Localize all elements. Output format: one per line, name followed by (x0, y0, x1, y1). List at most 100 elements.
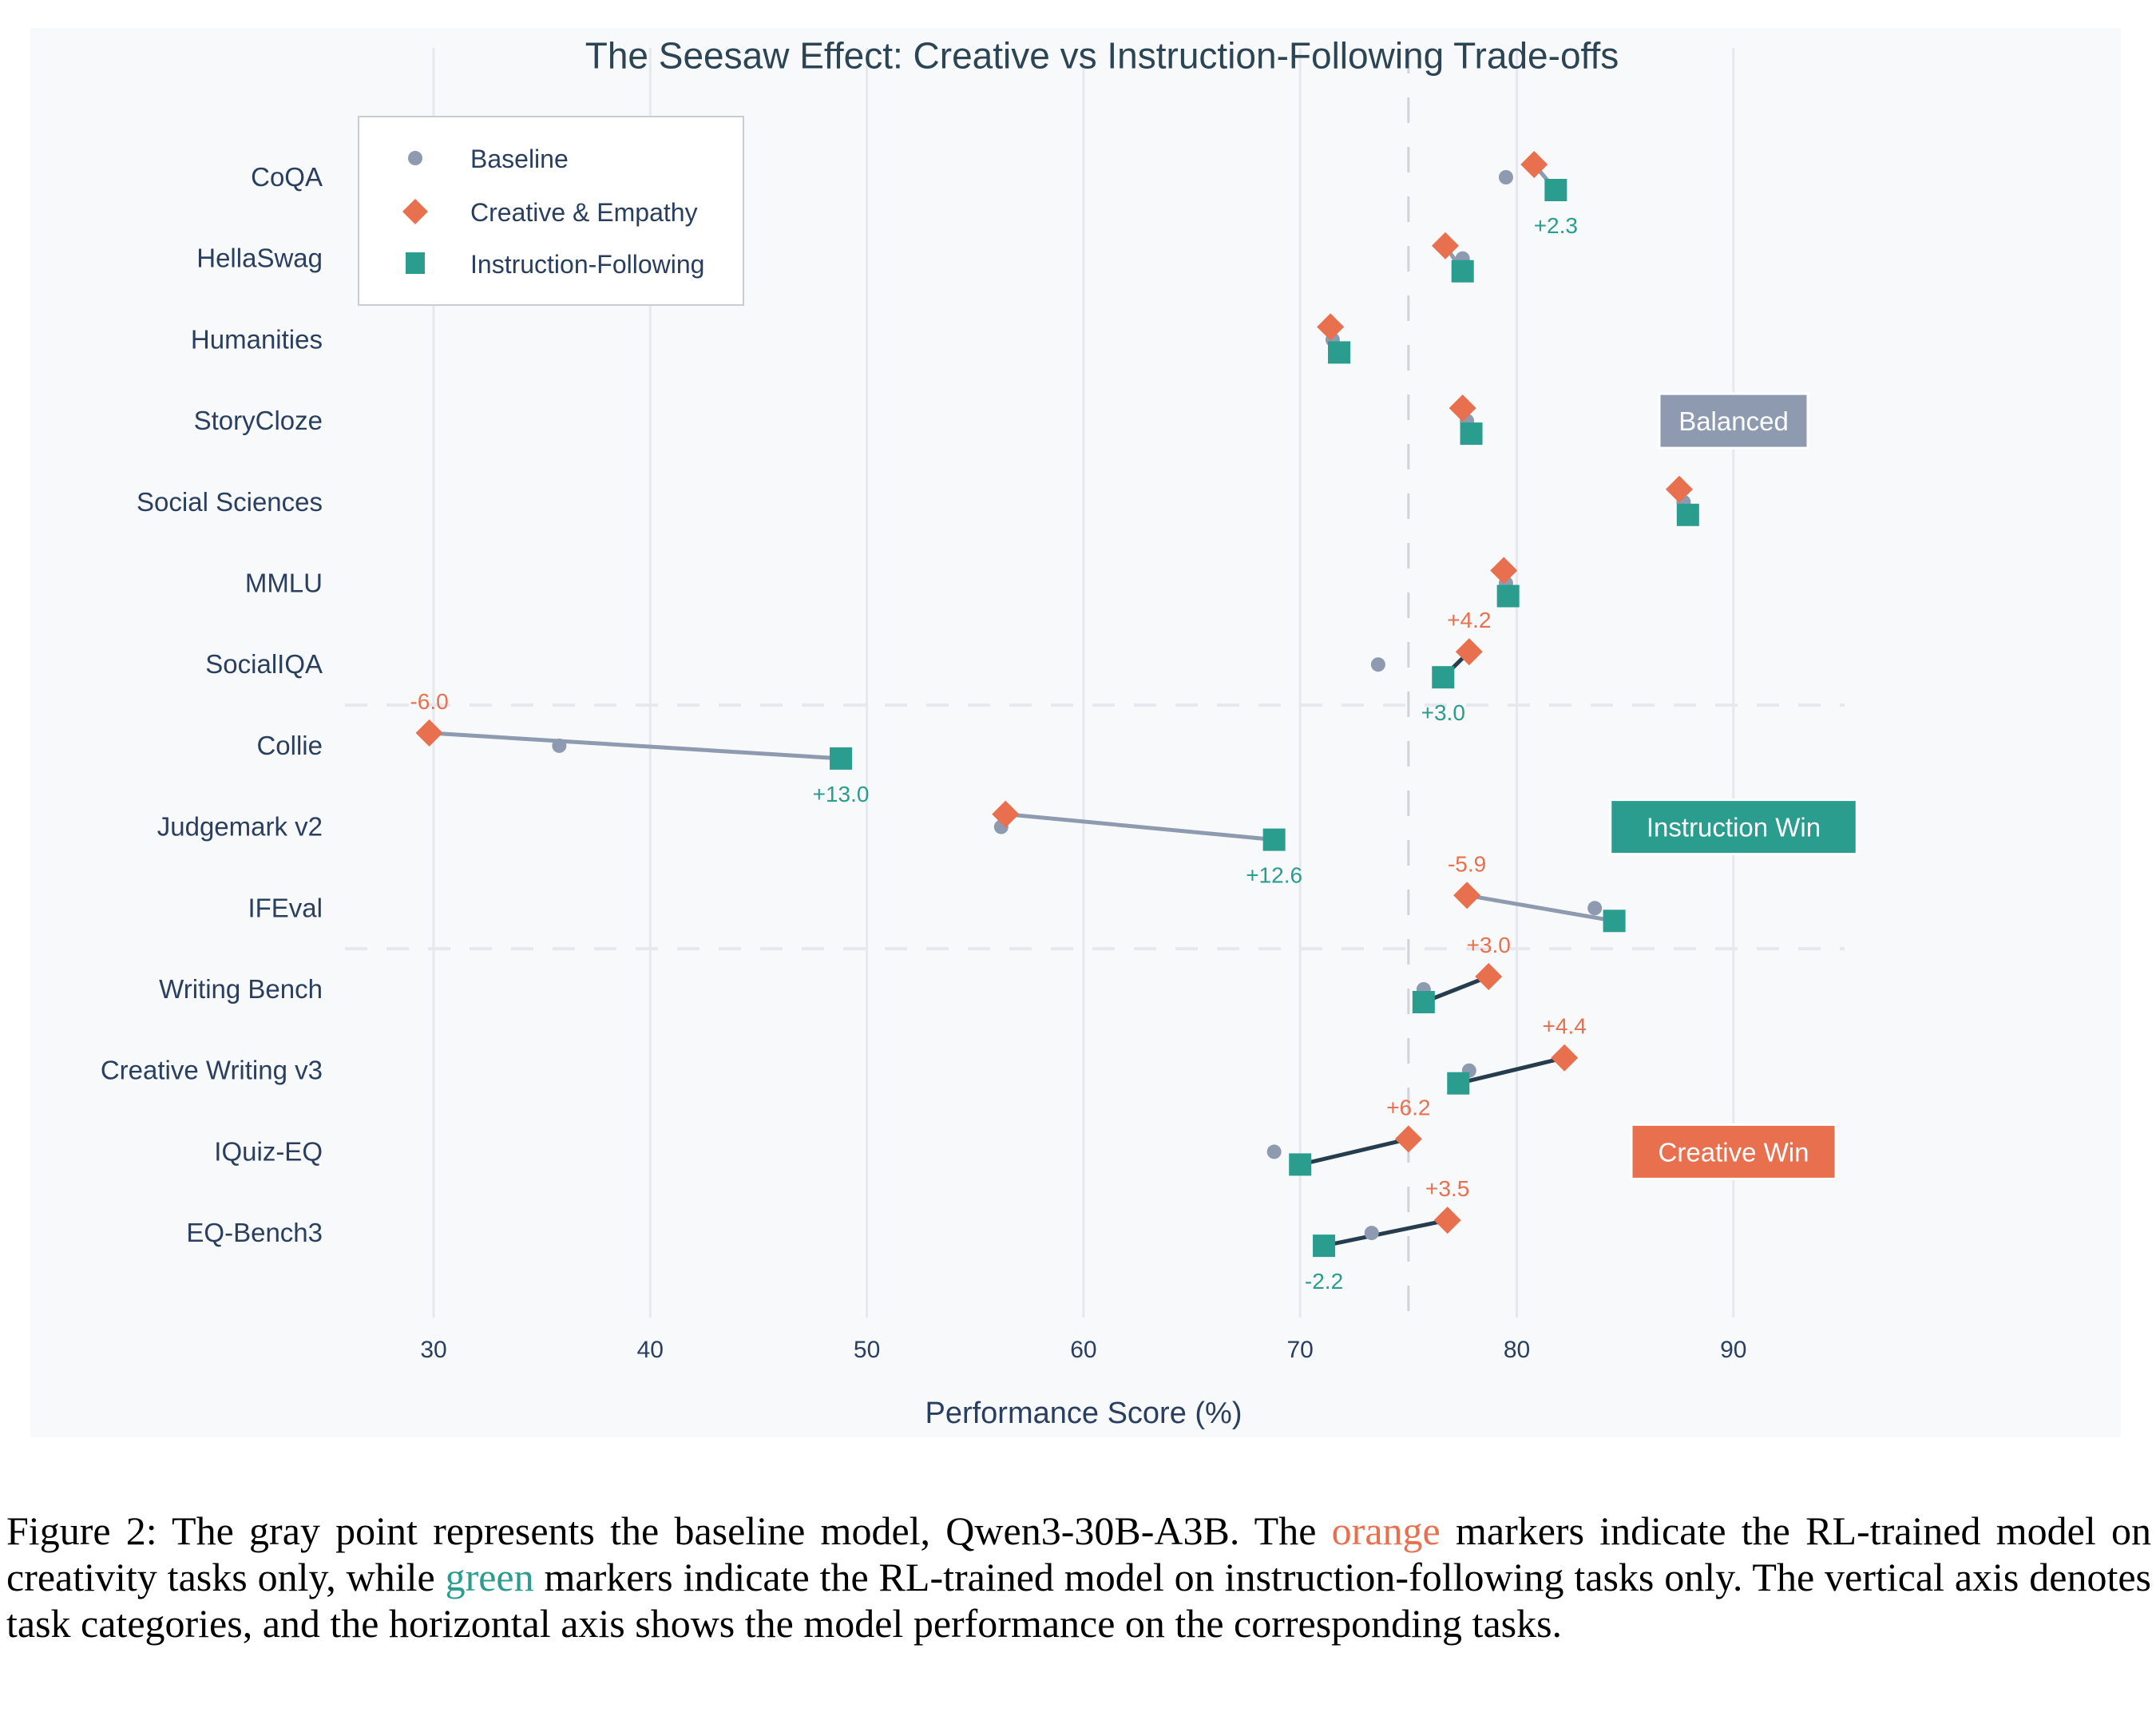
creative-point[interactable] (1317, 313, 1345, 341)
instruction-point[interactable] (1412, 991, 1435, 1013)
y-tick-label: Writing Bench (159, 974, 323, 1004)
x-tick-label: 50 (854, 1337, 880, 1363)
caption-green-word: green (445, 1555, 534, 1599)
connector-line (1299, 1136, 1409, 1167)
delta-annotation: +3.0 (1421, 700, 1465, 725)
caption-prefix: Figure 2: The gray point represents the … (6, 1508, 1332, 1553)
delta-annotation: +12.6 (1246, 863, 1302, 888)
baseline-point[interactable] (1266, 1144, 1282, 1159)
legend-instruction-label[interactable]: Instruction-Following (470, 250, 704, 279)
group-label-text: Creative Win (1659, 1137, 1809, 1167)
connector-line (1323, 1218, 1449, 1248)
delta-annotation: +4.4 (1543, 1014, 1587, 1039)
y-tick-label: Humanities (191, 324, 323, 354)
y-tick-label: Collie (256, 731, 323, 760)
group-label-box (1609, 799, 1858, 856)
instruction-point[interactable] (1447, 1072, 1470, 1095)
seesaw-chart: +2.3 +4.2 +3.0 -6.0 +13.0 +12.6 -5.9 +3.0 +4.4 +6… (30, 28, 2121, 1437)
creative-point[interactable] (1394, 1125, 1422, 1153)
x-tick-label: 90 (1720, 1337, 1746, 1363)
instruction-point[interactable] (1262, 828, 1286, 851)
delta-annotation: +2.3 (1534, 213, 1578, 238)
caption-orange-word: orange (1331, 1508, 1441, 1553)
instruction-point[interactable] (1328, 341, 1351, 364)
group-separators (345, 703, 1845, 951)
delta-annotation: +4.2 (1447, 608, 1491, 632)
y-tick-label: CoQA (251, 162, 323, 192)
connector-line (1005, 812, 1274, 842)
instruction-point[interactable] (1544, 179, 1567, 201)
baseline-point[interactable] (1364, 1226, 1379, 1241)
delta-annotation: -2.2 (1305, 1269, 1343, 1294)
creative-point[interactable] (415, 719, 443, 747)
legend: Baseline Creative & Empathy Instruction-… (358, 116, 744, 306)
y-tick-label: HellaSwag (196, 244, 323, 273)
creative-point[interactable] (992, 800, 1020, 828)
creative-point[interactable] (1490, 557, 1518, 585)
instruction-point[interactable] (1432, 666, 1455, 689)
x-tick-labels: 30 40 50 60 70 80 90 (420, 1337, 1746, 1363)
group-labels: Balanced Instruction Win Creative Win (1609, 392, 1858, 1180)
y-tick-label: StoryCloze (194, 406, 323, 435)
y-tick-label: Judgemark v2 (157, 812, 323, 842)
instruction-point[interactable] (1289, 1153, 1312, 1176)
creative-point[interactable] (1475, 963, 1503, 990)
baseline-point[interactable] (1587, 901, 1603, 916)
y-tick-label: SocialIQA (205, 649, 323, 679)
creative-point[interactable] (1520, 151, 1548, 178)
y-tick-label: IFEval (248, 893, 323, 922)
baseline-point[interactable] (552, 738, 567, 753)
instruction-point[interactable] (1676, 503, 1699, 526)
group-label-text: Instruction Win (1647, 813, 1821, 842)
y-tick-labels: CoQA HellaSwag Humanities StoryCloze Social … (101, 162, 323, 1247)
delta-annotation: +6.2 (1386, 1095, 1430, 1120)
creative-point[interactable] (1665, 475, 1693, 503)
group-label-creative-win: Creative Win (1630, 1123, 1837, 1180)
x-tick-label: 70 (1287, 1337, 1314, 1363)
instruction-point[interactable] (1496, 585, 1520, 608)
y-tick-label: IQuiz-EQ (214, 1136, 323, 1166)
creative-point[interactable] (1455, 638, 1483, 666)
legend-creative-label[interactable]: Creative & Empathy (470, 198, 698, 227)
caption-middle: markers indicate the RL-trained model on… (6, 1508, 2151, 1599)
baseline-point[interactable] (1498, 170, 1513, 184)
legend-baseline-label[interactable]: Baseline (470, 145, 569, 173)
delta-annotation: +13.0 (813, 782, 870, 806)
creative-point[interactable] (1551, 1044, 1579, 1072)
instruction-point[interactable] (1460, 422, 1483, 446)
creative-point[interactable] (1431, 232, 1459, 260)
legend-baseline-marker (408, 151, 422, 165)
delta-annotation: -6.0 (410, 689, 448, 714)
legend-instruction-marker (406, 252, 425, 274)
x-tick-label: 40 (637, 1337, 664, 1363)
group-label-text: Balanced (1678, 406, 1789, 436)
markers (415, 151, 1699, 1258)
creative-point[interactable] (1433, 1207, 1461, 1234)
x-tick-label: 30 (420, 1337, 446, 1363)
y-tick-label: Creative Writing v3 (101, 1056, 323, 1085)
x-tick-label: 80 (1504, 1337, 1530, 1363)
legend-creative-marker (402, 199, 428, 224)
group-label-box (1630, 1123, 1837, 1180)
y-tick-label: Social Sciences (137, 487, 323, 517)
plot-background (30, 28, 2121, 1437)
delta-annotation: +3.0 (1467, 933, 1511, 957)
y-tick-label: EQ-Bench3 (186, 1218, 323, 1247)
creative-point[interactable] (1449, 394, 1476, 422)
creative-point[interactable] (1453, 882, 1481, 910)
instruction-point[interactable] (1603, 910, 1626, 933)
chart-container: +2.3 +4.2 +3.0 -6.0 +13.0 +12.6 -5.9 +3.0 +4.4 +6… (30, 28, 2121, 1437)
connector-line (429, 731, 842, 761)
caption-suffix: markers indicate the RL-trained model on… (6, 1555, 2151, 1646)
connector-line (1457, 1056, 1565, 1086)
instruction-point[interactable] (830, 747, 853, 770)
x-axis-title: Performance Score (%) (925, 1397, 1242, 1430)
annotations: +2.3 +4.2 +3.0 -6.0 +13.0 +12.6 -5.9 +3.0 +4.4 +6… (410, 213, 1586, 1294)
baseline-point[interactable] (1370, 657, 1385, 672)
instruction-point[interactable] (1451, 260, 1474, 283)
figure-caption: Figure 2: The gray point represents the … (6, 1508, 2151, 1647)
delta-annotation: -5.9 (1448, 851, 1486, 876)
x-tick-label: 60 (1070, 1337, 1096, 1363)
instruction-point[interactable] (1313, 1234, 1336, 1258)
chart-title: The Seesaw Effect: Creative vs Instructi… (585, 35, 1619, 77)
